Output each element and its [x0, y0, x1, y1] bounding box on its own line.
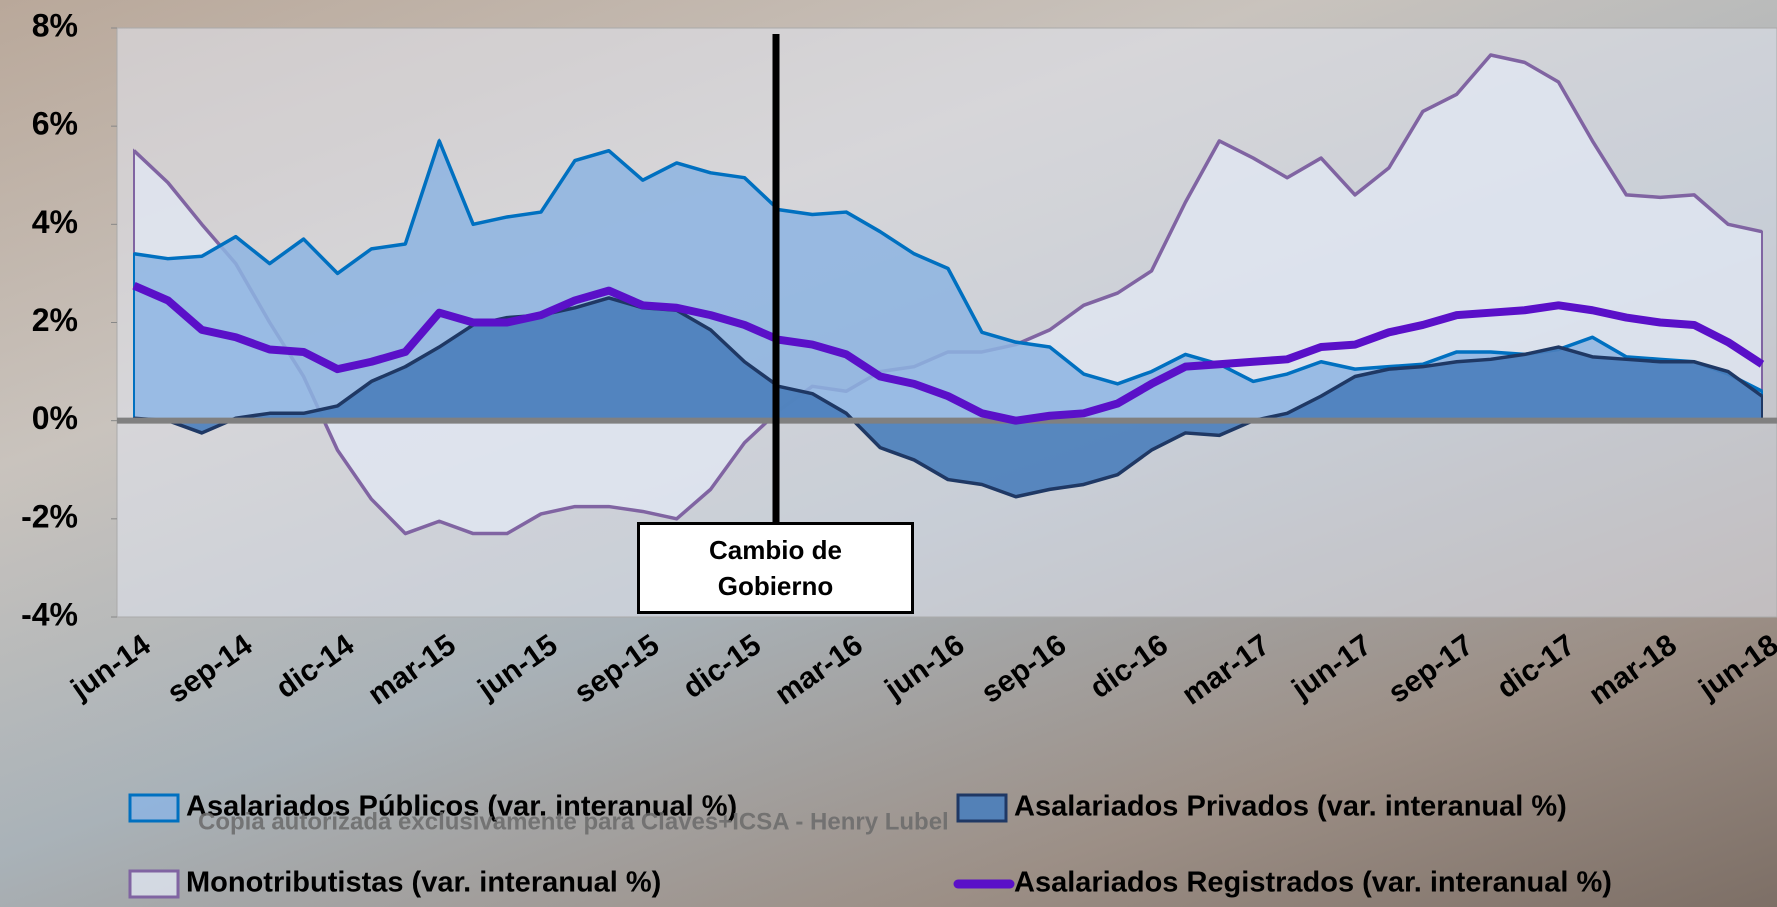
y-tick-label: -4%: [21, 596, 78, 632]
page: {"chart_data": { "type": "area", "catego…: [0, 0, 1777, 907]
x-tick-label: dic-17: [1491, 628, 1581, 705]
y-tick-label: 4%: [32, 204, 78, 240]
x-tick-label: dic-16: [1084, 628, 1174, 705]
x-tick-label: sep-15: [569, 628, 666, 710]
x-tick-label: jun-16: [878, 628, 970, 706]
x-tick-label: mar-18: [1583, 628, 1683, 711]
x-tick-label: jun-15: [471, 628, 563, 706]
x-tick-label: mar-16: [769, 628, 869, 711]
x-tick-label: dic-14: [270, 628, 360, 705]
x-tick-label: jun-18: [1692, 628, 1777, 706]
legend-label: Monotributistas (var. interanual %): [186, 867, 661, 899]
annotation-box: Cambio de Gobierno: [637, 522, 914, 614]
legend-swatch: [130, 871, 178, 897]
x-tick-label: mar-17: [1176, 628, 1276, 711]
legend-swatch: [130, 795, 178, 821]
legend-label: Asalariados Privados (var. interanual %): [1014, 791, 1567, 823]
x-tick-label: sep-17: [1383, 628, 1480, 710]
x-tick-label: sep-14: [162, 628, 259, 710]
x-tick-label: dic-15: [677, 628, 767, 705]
legend-swatch: [958, 795, 1006, 821]
y-tick-label: 0%: [32, 400, 78, 436]
x-tick-label: jun-14: [64, 628, 156, 706]
legend-label: Asalariados Registrados (var. interanual…: [1014, 867, 1612, 899]
chart: -4% -2% 0% 2% 4% 6% 8% jun-14sep-14dic-14mar-15…: [0, 0, 1777, 907]
y-tick-label: 8%: [32, 7, 78, 43]
x-tick-label: sep-16: [976, 628, 1073, 710]
y-tick-label: 6%: [32, 106, 78, 142]
x-tick-label: mar-15: [362, 628, 462, 711]
watermark: Copia autorizada exclusivamente para Cla…: [198, 808, 949, 835]
x-tick-label: jun-17: [1285, 628, 1377, 706]
y-tick-label: 2%: [32, 302, 78, 338]
y-tick-label: -2%: [21, 498, 78, 534]
